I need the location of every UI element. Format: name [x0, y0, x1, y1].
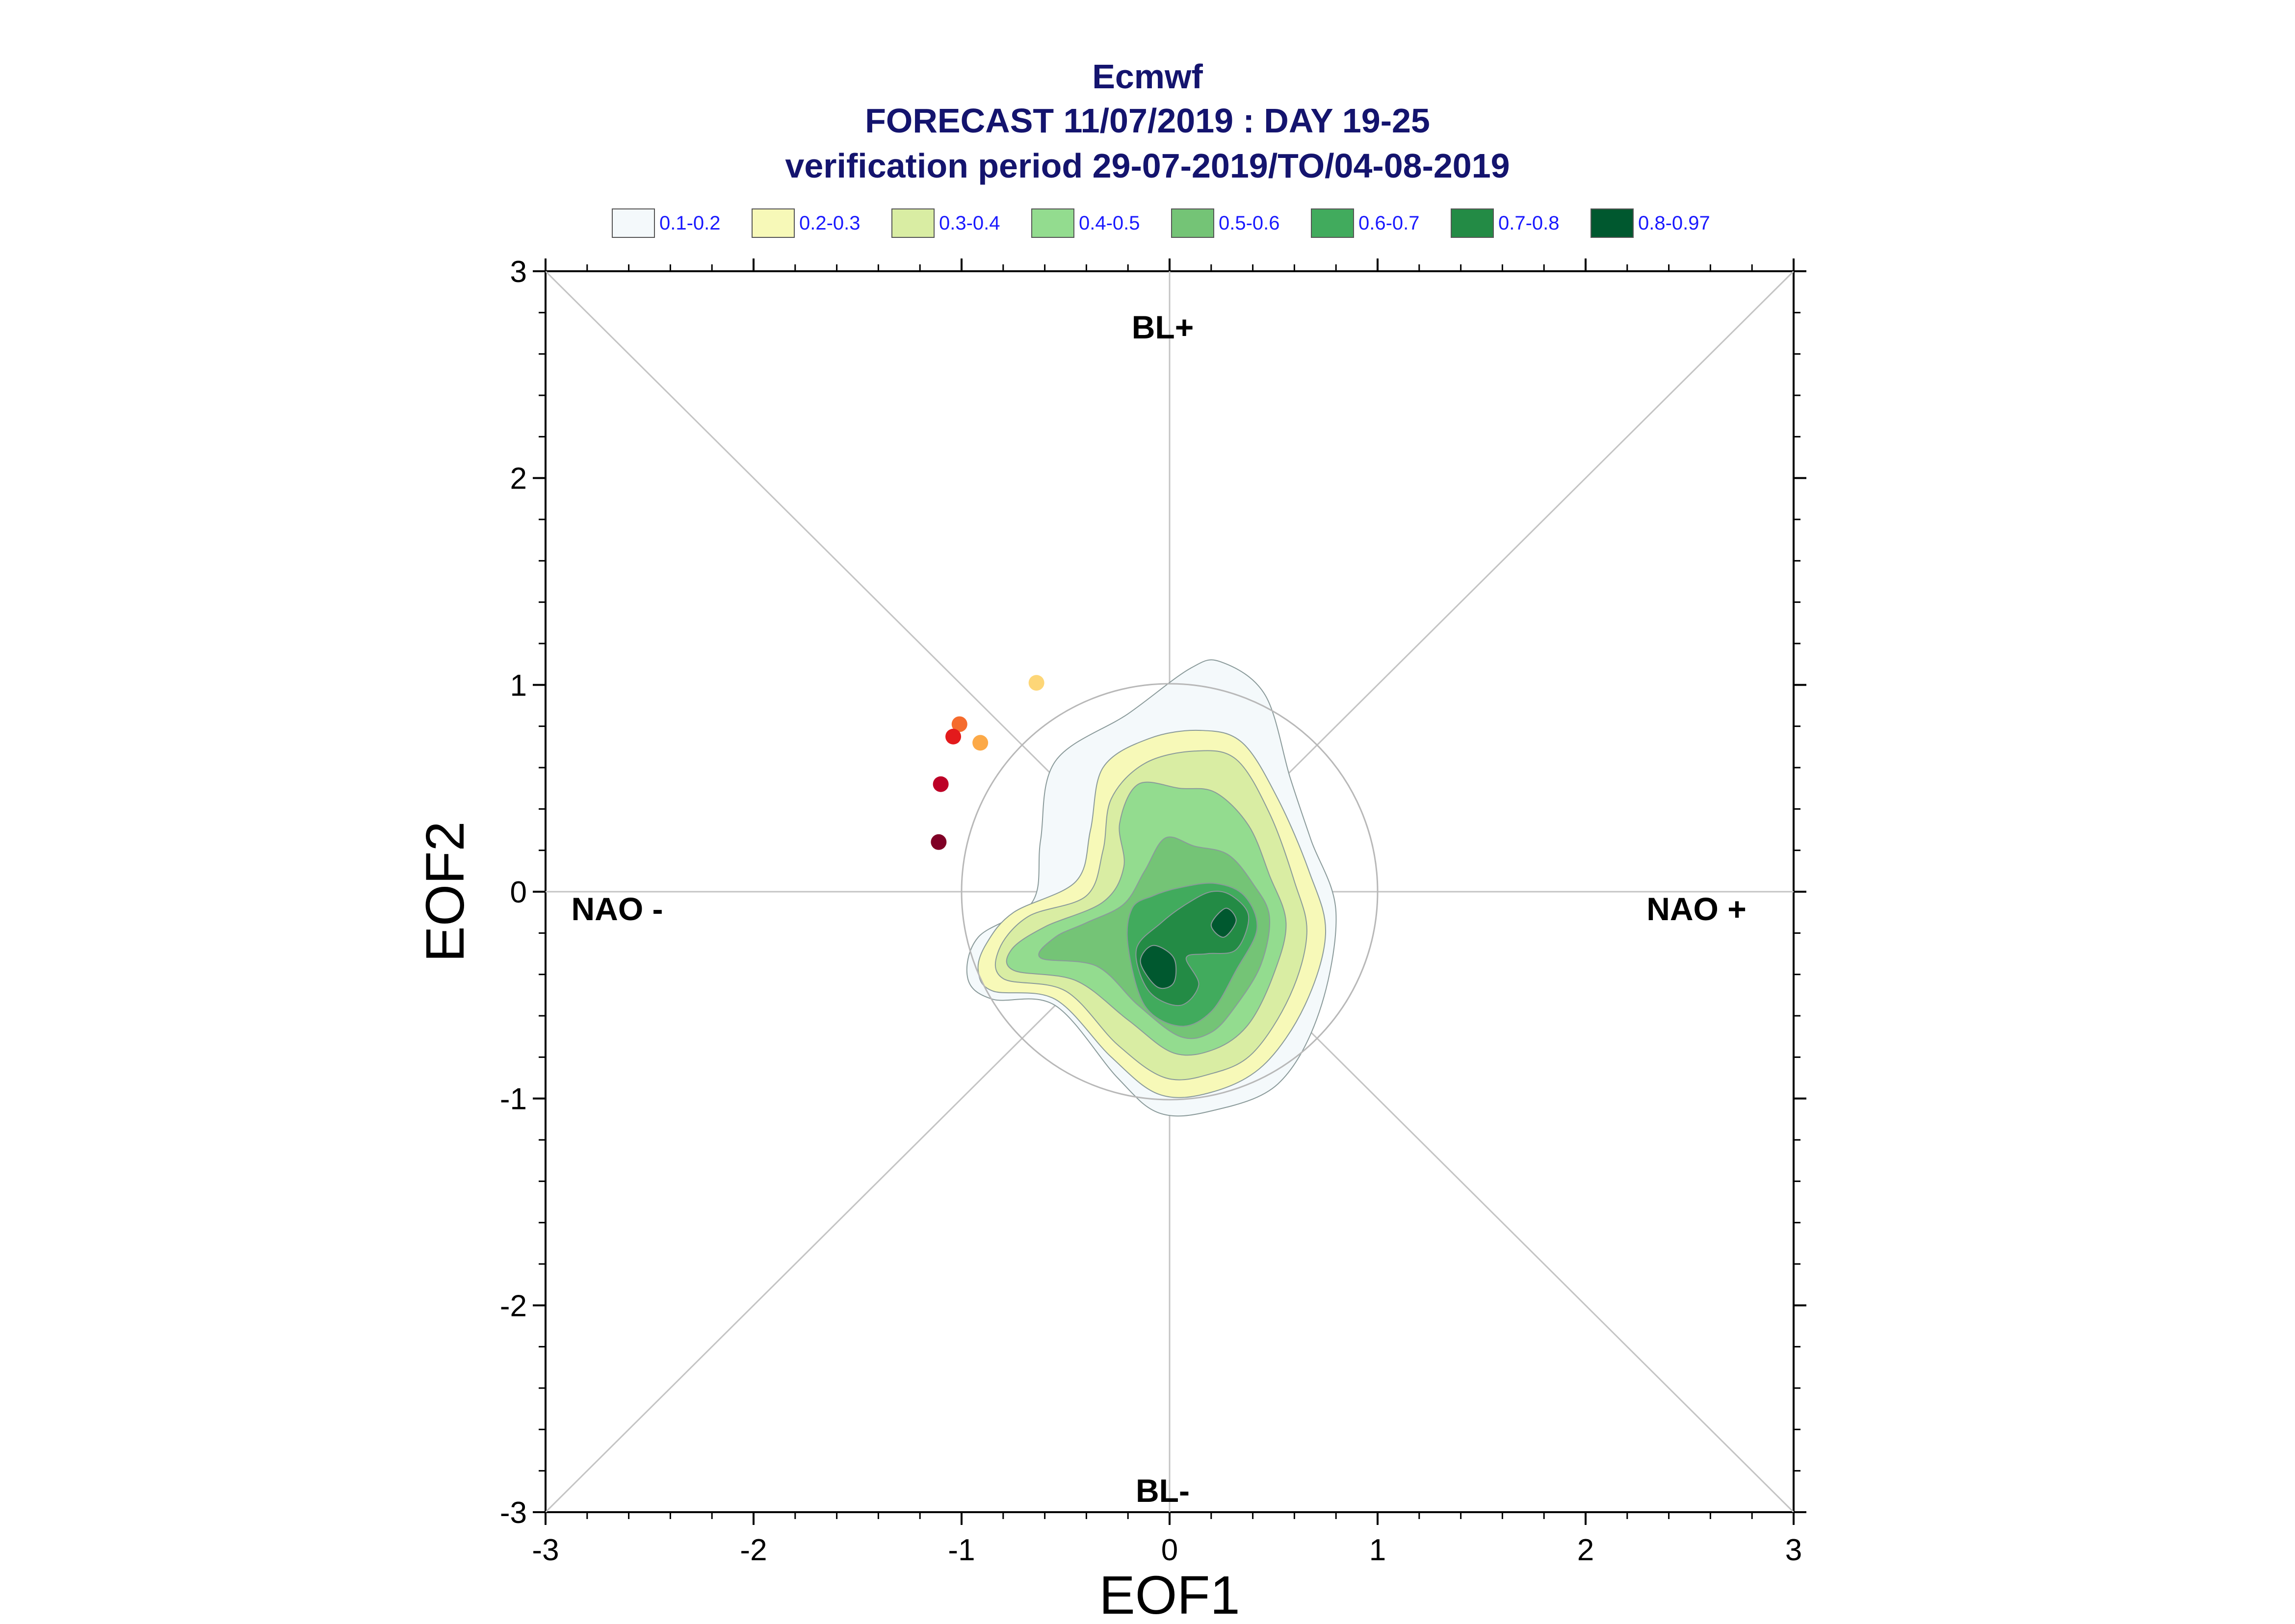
- region-label-bl-plus: BL+: [1132, 309, 1194, 345]
- legend-swatch: [752, 208, 795, 238]
- y-tick-label: -1: [500, 1083, 527, 1116]
- legend-entry: 0.4-0.5: [1031, 208, 1140, 238]
- region-label-nao-plus: NAO +: [1646, 891, 1747, 927]
- data-points: [931, 675, 1044, 850]
- y-tick-label: 3: [510, 255, 527, 289]
- legend-label: 0.5-0.6: [1219, 212, 1280, 234]
- x-tick-label: -1: [948, 1533, 975, 1567]
- x-tick-label: -2: [740, 1533, 767, 1567]
- x-tick-label: 0: [1161, 1533, 1178, 1567]
- legend-label: 0.1-0.2: [659, 212, 721, 234]
- legend-swatch: [1171, 208, 1214, 238]
- x-tick-label: 2: [1577, 1533, 1594, 1567]
- region-label-nao-minus: NAO -: [572, 891, 663, 927]
- x-axis-title: EOF1: [1099, 1565, 1240, 1624]
- legend-label: 0.7-0.8: [1498, 212, 1560, 234]
- y-tick-label: -3: [500, 1496, 527, 1530]
- legend: 0.1-0.2 0.2-0.3 0.3-0.4 0.4-0.5 0.5-0.6 0.6-0…: [612, 208, 1710, 238]
- legend-entry: 0.1-0.2: [612, 208, 721, 238]
- legend-label: 0.3-0.4: [939, 212, 1000, 234]
- legend-entry: 0.2-0.3: [752, 208, 861, 238]
- x-tick-label: 3: [1785, 1533, 1802, 1567]
- legend-entry: 0.6-0.7: [1311, 208, 1420, 238]
- y-tick-label: -2: [500, 1289, 527, 1323]
- x-tick-label: 1: [1369, 1533, 1386, 1567]
- plot-area: -3 -2 -1 0 1 2 3 -3 -2 -1 0 1 2 3: [500, 255, 1806, 1567]
- y-axis-title: EOF2: [415, 821, 475, 962]
- region-label-bl-minus: BL-: [1136, 1472, 1190, 1509]
- legend-entry: 0.5-0.6: [1171, 208, 1280, 238]
- density-contour: [1140, 945, 1177, 989]
- unit-circle: [961, 683, 1379, 1101]
- legend-label: 0.2-0.3: [799, 212, 861, 234]
- density-contour: [1210, 907, 1237, 938]
- legend-swatch: [1311, 208, 1354, 238]
- legend-swatch: [1031, 208, 1074, 238]
- unit-circle-layer: [961, 683, 1379, 1101]
- chart-subtitle-line-1: FORECAST 11/07/2019 : DAY 19-25: [865, 102, 1430, 140]
- y-tick-label: 2: [510, 462, 527, 496]
- chart-title: Ecmwf: [1092, 57, 1203, 96]
- data-point: [931, 834, 947, 850]
- axis-ticks: -3 -2 -1 0 1 2 3 -3 -2 -1 0 1 2 3: [500, 255, 1806, 1567]
- chart-subtitle-line-2: verification period 29-07-2019/TO/04-08-…: [785, 147, 1510, 185]
- data-point: [972, 735, 989, 751]
- legend-swatch: [612, 208, 655, 238]
- data-point: [933, 776, 949, 792]
- data-point: [951, 716, 967, 732]
- density-contours: [966, 659, 1337, 1117]
- legend-entry: 0.8-0.97: [1591, 208, 1710, 238]
- y-tick-label: 0: [510, 876, 527, 909]
- legend-swatch: [891, 208, 935, 238]
- legend-label: 0.6-0.7: [1358, 212, 1420, 234]
- legend-label: 0.8-0.97: [1638, 212, 1710, 234]
- legend-label: 0.4-0.5: [1079, 212, 1140, 234]
- legend-swatch: [1451, 208, 1494, 238]
- legend-swatch: [1591, 208, 1634, 238]
- data-point: [945, 728, 962, 745]
- y-tick-label: 1: [510, 669, 527, 702]
- data-point: [1028, 675, 1044, 691]
- legend-entry: 0.3-0.4: [891, 208, 1000, 238]
- legend-entry: 0.7-0.8: [1451, 208, 1560, 238]
- x-tick-label: -3: [532, 1533, 559, 1567]
